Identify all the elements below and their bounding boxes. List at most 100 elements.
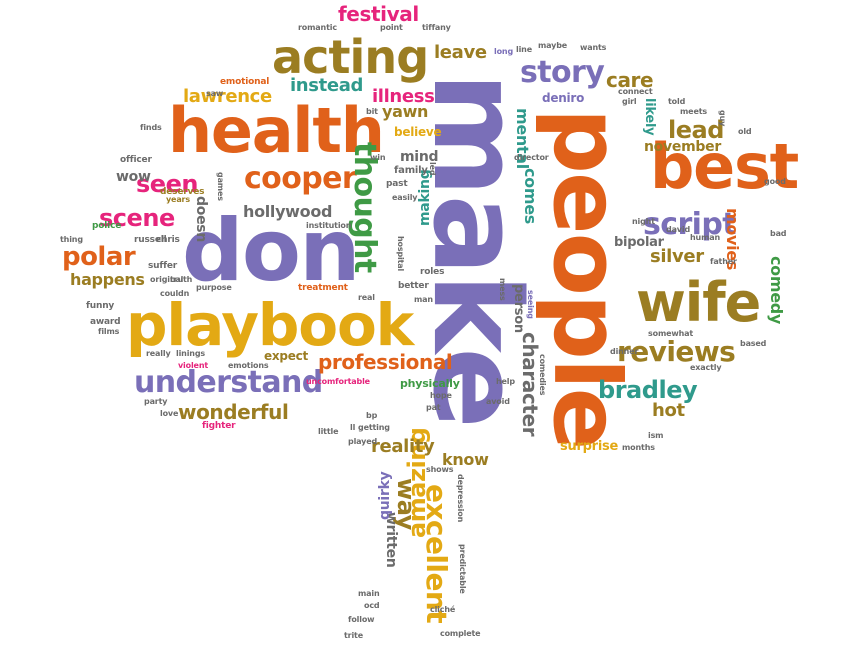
word: deserves: [160, 187, 205, 197]
word: bad: [770, 229, 787, 238]
word: funny: [86, 301, 115, 311]
word: believe: [394, 125, 442, 139]
word: written: [383, 512, 399, 568]
word: films: [98, 327, 120, 336]
word: script: [643, 207, 737, 242]
word: roles: [420, 267, 445, 277]
word: somewhat: [648, 329, 694, 338]
word: acting: [272, 30, 429, 84]
word: exactly: [690, 363, 722, 372]
word: romantic: [298, 23, 337, 32]
word: complete: [440, 629, 481, 638]
word: dinner: [610, 347, 639, 356]
word: getting: [358, 423, 390, 432]
word: played: [348, 437, 378, 446]
word: win: [370, 153, 386, 162]
word: uncomfortable: [306, 377, 370, 386]
word: seeing: [526, 290, 535, 319]
word: doesn: [193, 196, 209, 243]
word: festival: [338, 2, 419, 26]
word: comedies: [538, 354, 547, 396]
word: deniro: [542, 91, 585, 105]
word: director: [514, 153, 549, 162]
word: line: [516, 45, 532, 54]
word: bradley: [598, 376, 698, 404]
word: silver: [650, 246, 704, 267]
word: linings: [176, 349, 205, 358]
word: trite: [344, 631, 363, 640]
word: lawrence: [183, 86, 272, 107]
word: don: [182, 201, 360, 301]
word: russell: [134, 235, 167, 245]
word: maybe: [538, 41, 568, 50]
word: november: [644, 139, 721, 155]
word: officer: [120, 155, 152, 165]
word: comes: [521, 168, 540, 224]
word: bp: [366, 411, 378, 420]
word: shows: [426, 465, 454, 474]
word: making: [417, 169, 433, 226]
word: saw: [206, 89, 224, 98]
word: help: [496, 377, 515, 386]
word: told: [668, 97, 686, 106]
word: likely: [642, 98, 657, 136]
word: suffer: [148, 261, 178, 271]
word: old: [738, 127, 752, 136]
word: lead: [668, 116, 724, 144]
word: seen: [136, 170, 199, 198]
word: night: [632, 217, 655, 226]
word: truth: [170, 275, 193, 284]
word: fighter: [202, 421, 236, 431]
word: playbook: [126, 291, 414, 359]
word: happens: [70, 270, 145, 289]
word: point: [380, 23, 403, 32]
word: bit: [366, 107, 378, 116]
word: wife: [636, 271, 761, 334]
word: treatment: [298, 283, 348, 293]
word: wants: [580, 43, 607, 52]
word: long: [494, 47, 514, 56]
word: character: [518, 332, 542, 437]
word: party: [144, 397, 168, 406]
word: main: [358, 589, 380, 598]
word: ll: [350, 423, 356, 432]
word: girl: [622, 97, 637, 106]
word: surprise: [560, 439, 619, 454]
word: wonderful: [178, 400, 289, 424]
word: ism: [648, 431, 664, 440]
word: wow: [116, 169, 151, 185]
word: hot: [652, 400, 685, 421]
word: violent: [178, 361, 209, 370]
word: best: [650, 130, 799, 203]
word: emotions: [228, 361, 269, 370]
word: months: [622, 443, 655, 452]
word: finds: [140, 123, 162, 132]
word: care: [606, 68, 654, 92]
word: really: [146, 349, 171, 358]
word: award: [90, 317, 121, 327]
word: reality: [371, 436, 435, 457]
word: games: [216, 172, 225, 201]
word: depression: [456, 474, 465, 523]
word: good: [764, 177, 786, 186]
word: instead: [290, 75, 364, 96]
word: mess: [498, 278, 507, 301]
word: story: [520, 55, 605, 90]
word: health: [168, 94, 385, 167]
word: polar: [62, 242, 136, 272]
word: mind: [400, 149, 439, 165]
word: understand: [134, 365, 323, 400]
word: connect: [618, 87, 653, 96]
word: pat: [426, 403, 441, 412]
word: leave: [434, 42, 487, 63]
word: years: [166, 195, 190, 204]
word: purpose: [196, 283, 232, 292]
word: original: [150, 275, 184, 284]
word: led: [428, 162, 437, 176]
word: professional: [318, 350, 453, 374]
word: little: [318, 427, 339, 436]
word: chris: [156, 235, 180, 245]
word: couldn: [160, 289, 190, 298]
word: avoid: [486, 397, 510, 406]
